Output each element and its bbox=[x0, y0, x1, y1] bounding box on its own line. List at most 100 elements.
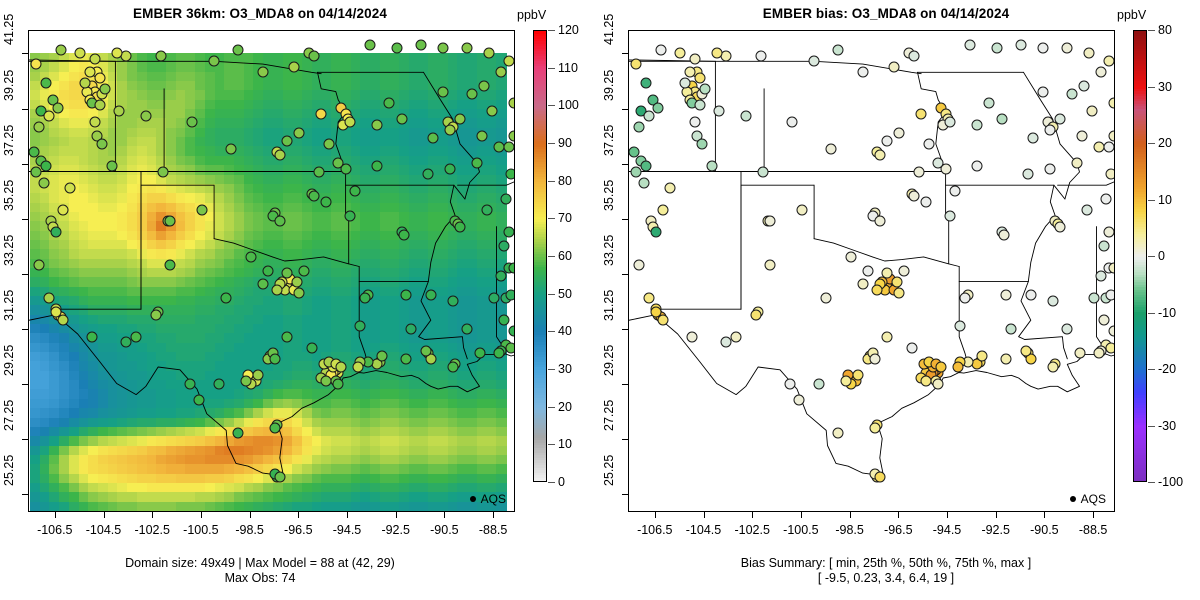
station-point[interactable] bbox=[652, 102, 664, 114]
station-point[interactable] bbox=[720, 50, 732, 62]
station-point[interactable] bbox=[1047, 295, 1059, 307]
station-point[interactable] bbox=[130, 331, 142, 343]
station-point[interactable] bbox=[694, 99, 706, 111]
station-point[interactable] bbox=[371, 119, 383, 131]
station-point[interactable] bbox=[991, 42, 1003, 53]
station-point[interactable] bbox=[405, 323, 417, 334]
station-point[interactable] bbox=[832, 44, 844, 56]
station-point[interactable] bbox=[949, 185, 961, 197]
station-point[interactable] bbox=[874, 471, 886, 483]
station-point[interactable] bbox=[503, 141, 514, 153]
station-point[interactable] bbox=[657, 204, 669, 216]
station-point[interactable] bbox=[444, 163, 456, 175]
station-point[interactable] bbox=[813, 378, 825, 389]
station-point[interactable] bbox=[498, 314, 510, 326]
station-point[interactable] bbox=[262, 265, 274, 277]
station-point[interactable] bbox=[476, 130, 488, 142]
station-point[interactable] bbox=[893, 287, 905, 299]
station-point[interactable] bbox=[1022, 168, 1034, 180]
station-point[interactable] bbox=[640, 77, 652, 89]
station-point[interactable] bbox=[686, 331, 698, 343]
station-point[interactable] bbox=[845, 251, 857, 263]
station-point[interactable] bbox=[308, 50, 320, 62]
station-point[interactable] bbox=[920, 196, 932, 208]
station-point[interactable] bbox=[655, 44, 667, 56]
station-point[interactable] bbox=[784, 378, 796, 389]
station-point[interactable] bbox=[1100, 193, 1112, 205]
station-point[interactable] bbox=[808, 55, 820, 67]
station-point[interactable] bbox=[944, 210, 956, 221]
station-point[interactable] bbox=[976, 350, 988, 362]
bias-map-frame[interactable]: AQS bbox=[628, 30, 1115, 512]
station-point[interactable] bbox=[757, 166, 769, 177]
station-point[interactable] bbox=[893, 127, 905, 139]
station-point[interactable] bbox=[1081, 204, 1093, 216]
station-point[interactable] bbox=[908, 50, 920, 62]
station-point[interactable] bbox=[862, 265, 874, 277]
station-point[interactable] bbox=[466, 88, 478, 100]
station-point[interactable] bbox=[1071, 157, 1083, 169]
station-point[interactable] bbox=[281, 267, 293, 279]
station-point[interactable] bbox=[391, 42, 403, 53]
station-point[interactable] bbox=[306, 342, 317, 354]
station-point[interactable] bbox=[425, 289, 437, 301]
station-point[interactable] bbox=[959, 292, 971, 304]
station-point[interactable] bbox=[106, 160, 118, 172]
station-point[interactable] bbox=[461, 42, 473, 53]
station-point[interactable] bbox=[400, 289, 412, 301]
station-point[interactable] bbox=[1088, 292, 1100, 304]
station-point[interactable] bbox=[825, 143, 837, 155]
station-point[interactable] bbox=[99, 83, 110, 95]
station-point[interactable] bbox=[52, 102, 64, 114]
station-point[interactable] bbox=[155, 50, 166, 62]
station-point[interactable] bbox=[111, 47, 123, 59]
station-point[interactable] bbox=[857, 278, 869, 290]
station-point[interactable] bbox=[508, 262, 514, 274]
station-point[interactable] bbox=[1076, 130, 1088, 142]
station-point[interactable] bbox=[208, 55, 220, 67]
station-point[interactable] bbox=[1027, 132, 1039, 144]
station-point[interactable] bbox=[664, 182, 676, 194]
station-point[interactable] bbox=[332, 378, 344, 389]
station-point[interactable] bbox=[503, 55, 514, 67]
station-point[interactable] bbox=[630, 166, 642, 177]
station-point[interactable] bbox=[935, 361, 947, 373]
station-point[interactable] bbox=[983, 97, 995, 109]
station-point[interactable] bbox=[643, 292, 654, 304]
station-point[interactable] bbox=[293, 287, 305, 299]
station-point[interactable] bbox=[508, 325, 514, 337]
station-point[interactable] bbox=[495, 270, 507, 282]
station-point[interactable] bbox=[94, 99, 106, 111]
station-point[interactable] bbox=[232, 44, 244, 56]
station-point[interactable] bbox=[320, 196, 332, 208]
station-point[interactable] bbox=[220, 292, 232, 304]
station-point[interactable] bbox=[1005, 323, 1017, 334]
station-point[interactable] bbox=[33, 259, 45, 271]
station-point[interactable] bbox=[871, 284, 883, 296]
station-point[interactable] bbox=[86, 331, 98, 343]
station-point[interactable] bbox=[720, 336, 732, 348]
station-point[interactable] bbox=[1108, 325, 1114, 337]
station-point[interactable] bbox=[906, 342, 917, 354]
station-point[interactable] bbox=[196, 204, 208, 216]
station-point[interactable] bbox=[225, 143, 237, 155]
station-point[interactable] bbox=[498, 240, 510, 252]
station-point[interactable] bbox=[257, 278, 269, 290]
station-point[interactable] bbox=[852, 369, 864, 381]
station-point[interactable] bbox=[643, 110, 654, 122]
station-point[interactable] bbox=[274, 215, 286, 227]
station-point[interactable] bbox=[1078, 80, 1090, 92]
station-point[interactable] bbox=[730, 331, 742, 343]
station-point[interactable] bbox=[633, 259, 645, 271]
station-point[interactable] bbox=[483, 47, 495, 59]
station-point[interactable] bbox=[964, 39, 976, 51]
station-point[interactable] bbox=[274, 471, 286, 483]
station-point[interactable] bbox=[633, 121, 645, 133]
station-point[interactable] bbox=[495, 66, 507, 78]
station-point[interactable] bbox=[684, 66, 696, 78]
station-point[interactable] bbox=[400, 353, 412, 365]
station-point[interactable] bbox=[447, 361, 459, 373]
station-point[interactable] bbox=[1103, 226, 1114, 238]
station-point[interactable] bbox=[164, 215, 176, 227]
station-point[interactable] bbox=[764, 259, 776, 271]
